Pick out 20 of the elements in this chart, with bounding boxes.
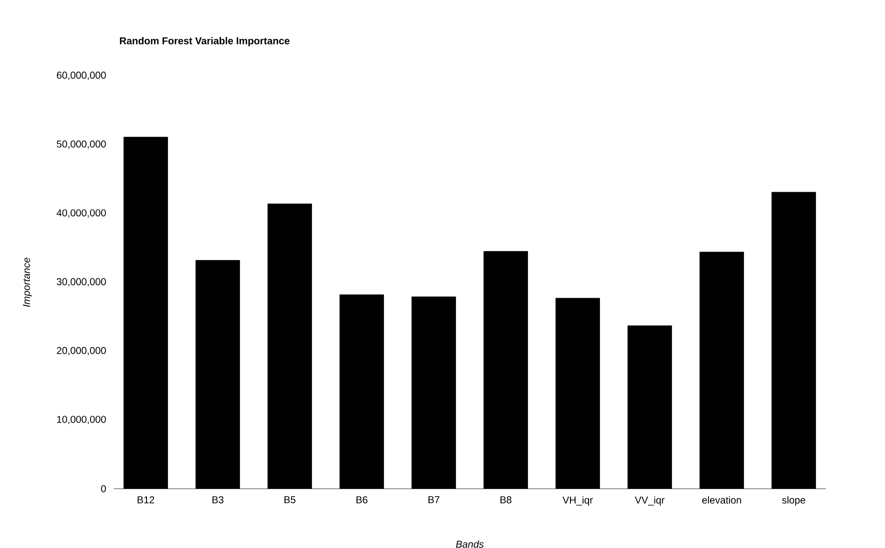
x-tick-label: B7 [428, 496, 440, 504]
y-tick-label: 50,000,000 [56, 140, 106, 149]
x-tick-label: B8 [500, 496, 512, 504]
y-axis-title: Importance [23, 258, 32, 307]
x-tick-label: B5 [284, 496, 296, 504]
y-tick-label: 0 [101, 485, 106, 492]
y-tick-label: 10,000,000 [57, 416, 106, 424]
x-axis-title: Bands [456, 540, 484, 548]
x-tick-label: B6 [356, 496, 368, 504]
y-tick-label: 20,000,000 [56, 347, 106, 356]
y-tick-label: 30,000,000 [56, 278, 106, 286]
y-tick-label: 60,000,000 [56, 72, 106, 80]
x-tick-label: VH_iqr [562, 496, 593, 506]
x-tick-label: B12 [138, 496, 154, 504]
x-tick-label: slope [782, 496, 806, 506]
x-tick-label: B3 [212, 496, 224, 504]
x-tick-label: elevation [702, 496, 742, 504]
chart-title: Random Forest Variable Importance [120, 37, 290, 46]
y-tick-label: 40,000,000 [56, 209, 106, 218]
x-tick-label: VV_iqr [634, 496, 665, 506]
